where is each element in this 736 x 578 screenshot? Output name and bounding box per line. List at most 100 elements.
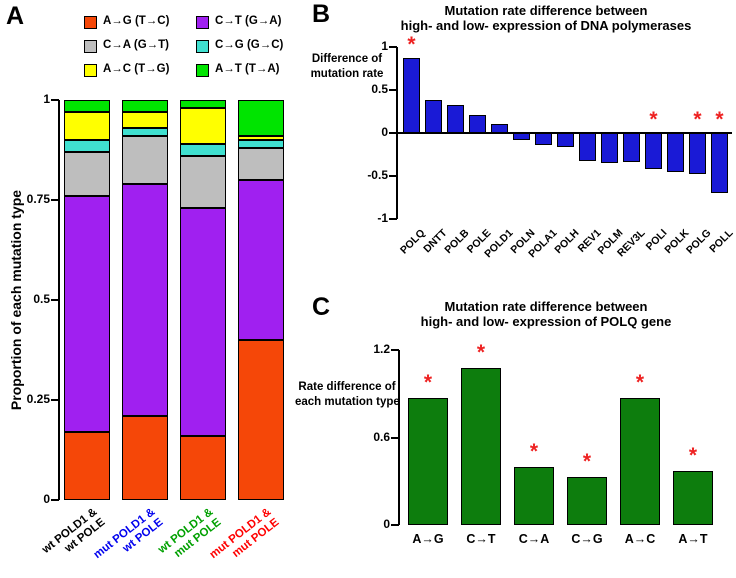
significance-asterisk: *	[529, 439, 539, 463]
panel-b-label: B	[312, 0, 331, 28]
panel-c-y-axis-title: Rate difference of each mutation type	[295, 380, 400, 410]
bar-A→C	[620, 398, 660, 525]
significance-asterisk: *	[476, 340, 486, 364]
y-tick-label: 0	[381, 125, 388, 139]
panel-b-y-axis-title-line1: Difference of	[311, 53, 383, 65]
y-tick-label: 0.5	[33, 292, 50, 306]
legend-swatch	[84, 64, 97, 77]
panel-c-label: C	[312, 293, 331, 321]
stacked-bar	[180, 100, 226, 500]
bar-segment	[64, 100, 110, 112]
y-tick	[391, 524, 399, 526]
x-tick-label: C→G	[571, 532, 603, 546]
bar-POLQ	[403, 58, 420, 133]
bar-A→T	[673, 471, 713, 525]
bar-POLE	[469, 114, 486, 133]
bar-segment	[64, 432, 110, 500]
bar-segment	[64, 112, 110, 140]
significance-asterisk: *	[582, 449, 592, 473]
bar-segment	[122, 184, 168, 416]
y-tick	[391, 349, 399, 351]
y-tick	[389, 175, 397, 177]
panel-a-y-axis	[58, 100, 60, 500]
bar-segment	[180, 156, 226, 208]
significance-asterisk: *	[649, 108, 658, 131]
y-tick-label: 1	[381, 39, 388, 53]
x-tick-label: C→A	[518, 532, 550, 546]
y-tick-label: 1	[43, 92, 50, 106]
bar-segment	[180, 108, 226, 144]
y-tick	[51, 199, 59, 201]
bar-C→G	[567, 476, 607, 525]
bar-segment	[238, 136, 284, 140]
y-tick	[389, 218, 397, 220]
legend-label: C→T (G→A)	[215, 15, 282, 27]
bar-segment	[122, 112, 168, 128]
bar-segment	[122, 128, 168, 136]
stacked-bar	[238, 100, 284, 500]
panel-a-label: A	[6, 2, 25, 30]
legend-swatch	[196, 64, 209, 77]
bar-segment	[64, 196, 110, 432]
stacked-bar	[64, 100, 110, 500]
legend-label: A→T (T→A)	[215, 63, 280, 75]
x-tick-label: A→T	[678, 532, 708, 546]
panel-b-y-axis-title-line2: mutation rate	[310, 67, 384, 80]
bar-segment	[122, 416, 168, 500]
bar-POLI	[645, 133, 662, 170]
legend-swatch	[196, 40, 209, 53]
bar-POLH	[557, 133, 574, 147]
panel-c-y-axis	[398, 350, 400, 525]
bar-segment	[122, 136, 168, 184]
y-tick-label: 0.6	[373, 429, 390, 444]
bar-segment	[238, 340, 284, 500]
significance-asterisk: *	[423, 371, 433, 395]
panel-b-y-axis	[396, 47, 398, 219]
panel-b-title-line2: high- and low- expression of DNA polymer…	[400, 18, 692, 33]
y-tick	[389, 132, 397, 134]
significance-asterisk: *	[407, 33, 416, 57]
bar-segment	[238, 148, 284, 180]
panel-c-y-axis-title-line2: each mutation type	[295, 395, 400, 408]
bar-POLK	[667, 133, 684, 172]
y-tick-label: 0.5	[371, 82, 388, 96]
bar-segment	[238, 180, 284, 340]
bar-segment	[180, 436, 226, 500]
legend-swatch	[84, 40, 97, 53]
y-tick	[389, 89, 397, 91]
bar-REV3L	[623, 133, 640, 163]
bar-POLL	[711, 133, 728, 194]
significance-asterisk: *	[715, 108, 724, 131]
bar-POLG	[689, 133, 706, 175]
significance-asterisk: *	[688, 444, 698, 468]
y-tick-label: 0	[43, 492, 50, 506]
significance-asterisk: *	[693, 108, 702, 131]
legend-label: C→G (G→C)	[215, 39, 284, 51]
stacked-bar	[122, 100, 168, 500]
panel-b-y-axis-title: Difference of mutation rate	[295, 52, 399, 82]
bar-POLN	[513, 133, 530, 140]
bar-segment	[180, 144, 226, 156]
legend-label: A→G (T→C)	[103, 15, 170, 27]
bar-REV1	[579, 133, 596, 162]
bar-segment	[238, 100, 284, 136]
bar-segment	[122, 100, 168, 112]
bar-segment	[180, 100, 226, 108]
bar-segment	[238, 140, 284, 148]
panel-b-title-line1: Mutation rate difference between	[444, 3, 648, 18]
bar-C→A	[514, 466, 554, 525]
bar-POLB	[447, 105, 464, 133]
bar-A→G	[408, 398, 448, 525]
bar-segment	[64, 140, 110, 152]
y-tick-label: 0.25	[26, 392, 50, 406]
bar-C→T	[461, 367, 501, 525]
y-tick-label: -1	[377, 211, 388, 225]
y-tick	[391, 436, 399, 439]
x-tick-label: A→G	[412, 532, 444, 546]
legend-label: C→A (G→T)	[103, 39, 170, 51]
y-tick-label: 1.2	[373, 342, 390, 356]
y-tick-label: 0.75	[26, 192, 50, 206]
bar-POLA1	[535, 133, 552, 146]
panel-c-title-line2: high- and low- expression of POLQ gene	[420, 314, 672, 329]
